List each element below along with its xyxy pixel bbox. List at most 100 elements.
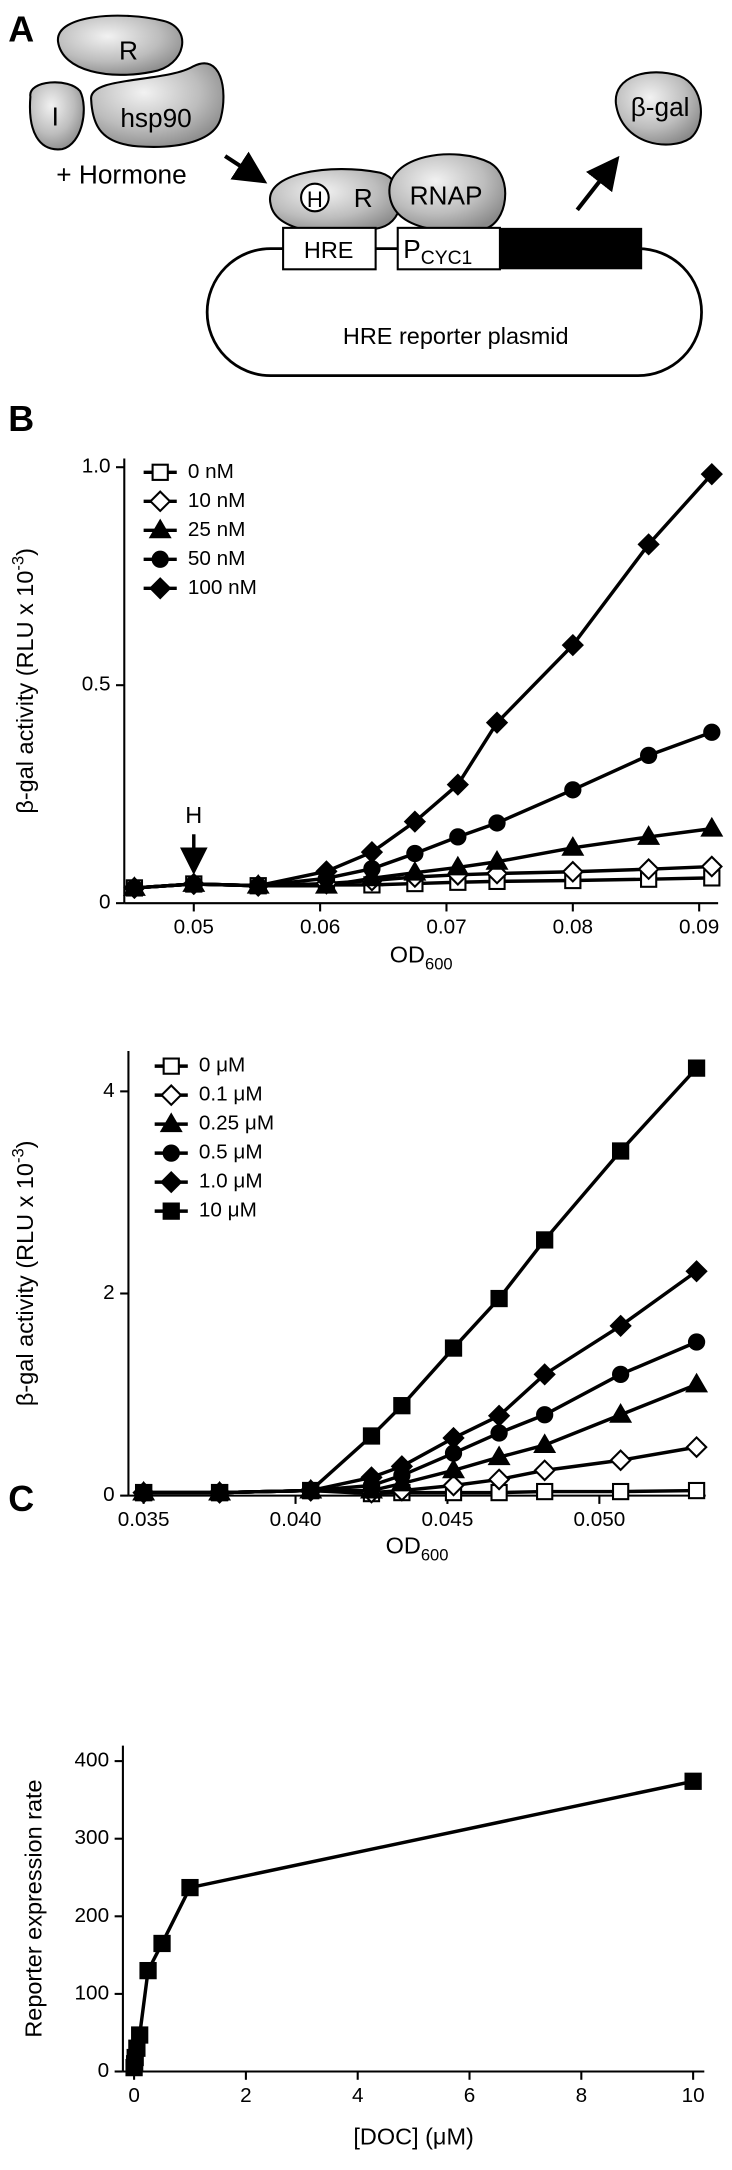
- marker-diamond: [442, 1474, 465, 1497]
- promoter-name: P: [403, 234, 420, 264]
- y-tick-label: 400: [75, 1749, 110, 1772]
- x-axis-label: OD600: [386, 1533, 449, 1565]
- chart: 0.035 0.040 0.045 0.050 0 2 4 β-gal activity (R…: [8, 1050, 709, 1565]
- marker-triangle: [685, 1372, 709, 1393]
- marker-diamond: [446, 773, 469, 796]
- x-tick-label: 0: [128, 2084, 140, 2107]
- marker-triangle: [442, 1458, 465, 1479]
- marker-triangle: [487, 1445, 511, 1466]
- x-tick-label: 8: [576, 2084, 588, 2107]
- legend-label: 0.25 μM: [199, 1112, 274, 1135]
- marker-triangle: [700, 816, 724, 837]
- marker-diamond: [487, 1404, 511, 1427]
- hormone-circle: [300, 182, 330, 213]
- y-tick-label: 2: [103, 1281, 115, 1304]
- y-tick-label: 1.0: [82, 455, 111, 478]
- y-tick-label: 300: [75, 1826, 110, 1849]
- y-axis-label: β-gal activity (RLU x 10-3): [8, 548, 38, 814]
- marker-square: [181, 1878, 199, 1897]
- series-line: [132, 1779, 694, 2068]
- y-axis-label-text: Reporter expression rate: [20, 1779, 46, 2037]
- y-axis-label-end: ): [12, 548, 38, 556]
- x-tick-label: 0.050: [573, 1508, 625, 1531]
- marker-diamond: [149, 577, 172, 600]
- x-tick-label: 0.06: [300, 916, 340, 939]
- marker-diamond: [561, 633, 584, 657]
- chart: B 0.05 0.06 0.07 0.08 0.09 0 0.5 1.0 β-gal activi…: [8, 399, 724, 974]
- marker-square: [444, 1339, 463, 1357]
- bound-receptor-label: R: [354, 183, 373, 213]
- marker-triangle: [485, 850, 509, 870]
- y-tick-label: 0: [99, 891, 111, 914]
- polymerase-blob: [388, 153, 507, 233]
- arrow: [223, 151, 268, 184]
- marker-square: [162, 1057, 180, 1075]
- y-axis-label-sup: -3: [8, 556, 27, 571]
- marker-diamond: [533, 1363, 556, 1386]
- legend-label: 0.1 μM: [199, 1083, 263, 1106]
- marker-circle: [639, 746, 658, 765]
- marker-diamond: [637, 533, 660, 556]
- y-tick-label: 0: [98, 2059, 110, 2082]
- marker-circle: [151, 550, 169, 568]
- marker-square: [687, 1481, 706, 1500]
- x-axis-label: OD600: [390, 942, 453, 974]
- x-axis-label-text: OD: [386, 1533, 421, 1559]
- x-tick-label: 0.09: [679, 916, 719, 939]
- x-axis-label-sub: 600: [425, 954, 453, 973]
- y-tick-label: 0.5: [82, 673, 111, 696]
- marker-circle: [687, 1333, 706, 1351]
- legend-label: 25 nM: [188, 518, 246, 541]
- receptor-blob: [56, 14, 184, 76]
- y-axis-label-end: ): [12, 1140, 38, 1148]
- series-line: [134, 730, 713, 890]
- chaperone-label: hsp90: [120, 103, 191, 133]
- legend-label: 1.0 μM: [199, 1170, 263, 1193]
- diagram: A R I hsp90 + Hormone H R RNAP HRE PCYC1…: [8, 9, 703, 378]
- marker-triangle: [637, 825, 661, 845]
- product-label: β-gal: [631, 92, 690, 122]
- marker-square: [611, 1482, 630, 1501]
- marker-diamond: [390, 1455, 414, 1478]
- marker-diamond: [609, 1449, 632, 1472]
- promoter-label: PCYC1: [403, 234, 472, 269]
- y-axis-label-text: β-gal activity (RLU x 10: [12, 571, 38, 814]
- marker-triangle: [446, 855, 470, 876]
- marker-diamond: [149, 490, 172, 513]
- x-tick-label: 4: [352, 2084, 364, 2107]
- y-tick-label: 200: [75, 1904, 110, 1927]
- product-blob: [614, 71, 702, 146]
- marker-square: [162, 1202, 180, 1220]
- y-axis-label: Reporter expression rate: [20, 1779, 46, 2037]
- marker-diamond: [533, 1459, 556, 1482]
- marker-square: [393, 1397, 411, 1415]
- x-axis-label: [DOC] (μM): [353, 2124, 473, 2150]
- marker-diamond: [442, 1426, 465, 1450]
- marker-triangle: [159, 1112, 183, 1133]
- marker-diamond: [685, 1260, 708, 1283]
- legend-label: 10 nM: [188, 489, 246, 512]
- marker-square: [684, 1772, 702, 1790]
- annotation: H: [185, 802, 202, 828]
- marker-square: [153, 1934, 171, 1953]
- x-axis-label-sub: 600: [421, 1546, 449, 1565]
- marker-circle: [449, 828, 467, 846]
- legend-label: 100 nM: [188, 576, 257, 599]
- bound-receptor-blob: [269, 168, 402, 234]
- x-tick-label: 0.08: [553, 916, 593, 939]
- marker-square: [134, 1483, 153, 1502]
- legend-label: 10 μM: [199, 1199, 257, 1222]
- x-tick-label: 0.045: [422, 1508, 474, 1531]
- marker-square: [536, 1231, 554, 1249]
- plasmid-label: HRE reporter plasmid: [343, 323, 569, 349]
- x-tick-label: 6: [464, 2084, 476, 2107]
- marker-diamond: [485, 711, 509, 734]
- x-tick-label: 0.07: [426, 916, 466, 939]
- hormone-label: H: [307, 187, 323, 212]
- marker-circle: [488, 814, 506, 832]
- y-axis-label-sup: -3: [8, 1148, 27, 1163]
- marker-square: [490, 1289, 508, 1308]
- x-axis-label-text: [DOC] (μM): [353, 2124, 473, 2150]
- chaperone-blob: [90, 62, 225, 148]
